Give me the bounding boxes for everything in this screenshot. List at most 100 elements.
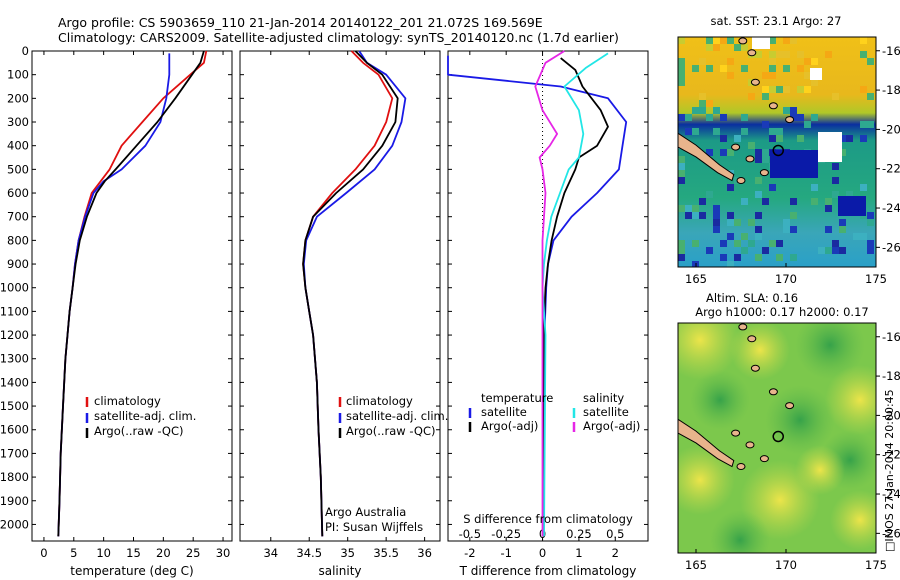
sst-pixel [720, 240, 727, 247]
sst-pixel [811, 198, 818, 205]
sst-pixel [734, 240, 741, 247]
sst-pixel [797, 65, 804, 72]
sst-pixel [720, 114, 727, 121]
sla-field-blob [830, 490, 876, 550]
new-caledonia-land [678, 418, 735, 468]
salinity-legend: climatology satellite-adj. clim. Argo(..… [338, 394, 448, 438]
series-line-argo-raw-qc- [57, 50, 205, 537]
depth-axis: 0 100 200 300 400 500 600 700 800 900 1000 1100 1200… [0, 44, 648, 531]
sst-pixel [783, 86, 790, 93]
sst-pixel [811, 114, 818, 121]
sst-pixel [776, 86, 783, 93]
sst-pixel [776, 135, 783, 142]
sst-pixel [727, 261, 734, 267]
x-tick-label: 5 [70, 546, 77, 560]
sst-pixel [678, 177, 685, 184]
sst-pixel [678, 65, 685, 72]
sst-pixel [755, 51, 762, 58]
sst-pixel [783, 219, 790, 226]
salinity-xlabel: salinity [318, 564, 361, 578]
sst-pixel [706, 100, 713, 107]
salinity-annotation-1: Argo Australia [325, 505, 406, 519]
sst-pixel [692, 240, 699, 247]
sst-pixel [832, 177, 839, 184]
sst-pixel [720, 37, 727, 44]
legend-climatology: climatology [346, 394, 413, 408]
sst-pixel [741, 128, 748, 135]
sst-pixel [741, 114, 748, 121]
map-y-tick-label: -18 [882, 369, 900, 383]
sst-pixel [755, 254, 762, 261]
sst-pixel [706, 65, 713, 72]
sst-pixel [678, 114, 685, 121]
sst-pixel [797, 135, 804, 142]
island [736, 463, 746, 471]
sst-pixel [678, 72, 685, 79]
x-tick-label: -2 [464, 546, 475, 560]
sst-pixel [790, 226, 797, 233]
sst-pixel [685, 128, 692, 135]
sst-map-axes: 165 170 175 -26 -24 -22 -20 -18 -16 [685, 44, 900, 286]
sst-pixel [769, 184, 776, 191]
island [745, 441, 755, 449]
x-tick-label: 2 [612, 546, 619, 560]
sst-pixel [727, 37, 734, 44]
sst-pixel [769, 128, 776, 135]
legend-salinity-title: salinity [583, 391, 624, 405]
sst-pixel [860, 184, 867, 191]
sst-pixel [839, 219, 846, 226]
sst-pixel [762, 247, 769, 254]
sst-pixel [776, 254, 783, 261]
depth-tick-label: 600 [7, 186, 29, 200]
sst-pixel [762, 198, 769, 205]
legend-temperature-title: temperature [481, 391, 553, 405]
island [768, 388, 778, 396]
series-line-salinity-argo-adj- [534, 50, 565, 537]
sst-pixel [720, 149, 727, 156]
depth-tick-label: 1700 [0, 446, 29, 460]
sst-pixel [727, 184, 734, 191]
map-x-tick-label: 165 [685, 272, 707, 286]
sla-map-axes: 165 170 175 -26 -24 -22 -20 -18 -16 [685, 330, 900, 572]
sst-pixel [783, 37, 790, 44]
sst-pixel [699, 58, 706, 65]
sst-pixel [860, 51, 867, 58]
sst-pixel [727, 233, 734, 240]
x-tick-label: 15 [126, 546, 141, 560]
argo-position-marker [772, 430, 784, 443]
sst-pixel [720, 65, 727, 72]
map-x-tick-label: 170 [775, 558, 797, 572]
island [747, 335, 757, 343]
sst-pixel [804, 121, 811, 128]
sst-pixel [713, 205, 720, 212]
sst-pixel [706, 114, 713, 121]
x-tick-label: 0 [539, 546, 546, 560]
legend-temperature-satellite: satellite [481, 405, 527, 419]
legend-salinity-satellite: satellite [583, 405, 629, 419]
x-tick-label: 20 [156, 546, 171, 560]
sst-pixel [762, 156, 769, 163]
sst-pixel [678, 170, 685, 177]
sst-pixel [769, 51, 776, 58]
sla-field-blob [795, 323, 865, 380]
salinity-diff-tick-label: -0.5 [459, 527, 481, 541]
x-tick-label: 10 [96, 546, 111, 560]
sst-pixel [713, 37, 720, 44]
sst-pixel [832, 247, 839, 254]
island [768, 102, 778, 110]
island [736, 177, 746, 185]
depth-tick-label: 900 [7, 257, 29, 271]
sst-pixel [790, 254, 797, 261]
sst-map-frame [677, 36, 877, 268]
sst-pixel [727, 149, 734, 156]
depth-tick-label: 400 [7, 139, 29, 153]
sst-pixel [734, 44, 741, 51]
map-y-tick-label: -24 [882, 487, 900, 501]
map-y-tick-label: -16 [882, 330, 900, 344]
sst-pixel [790, 212, 797, 219]
sst-pixel [713, 128, 720, 135]
sst-pixel [839, 135, 846, 142]
legend-climatology: climatology [94, 394, 161, 408]
sst-pixel [755, 212, 762, 219]
